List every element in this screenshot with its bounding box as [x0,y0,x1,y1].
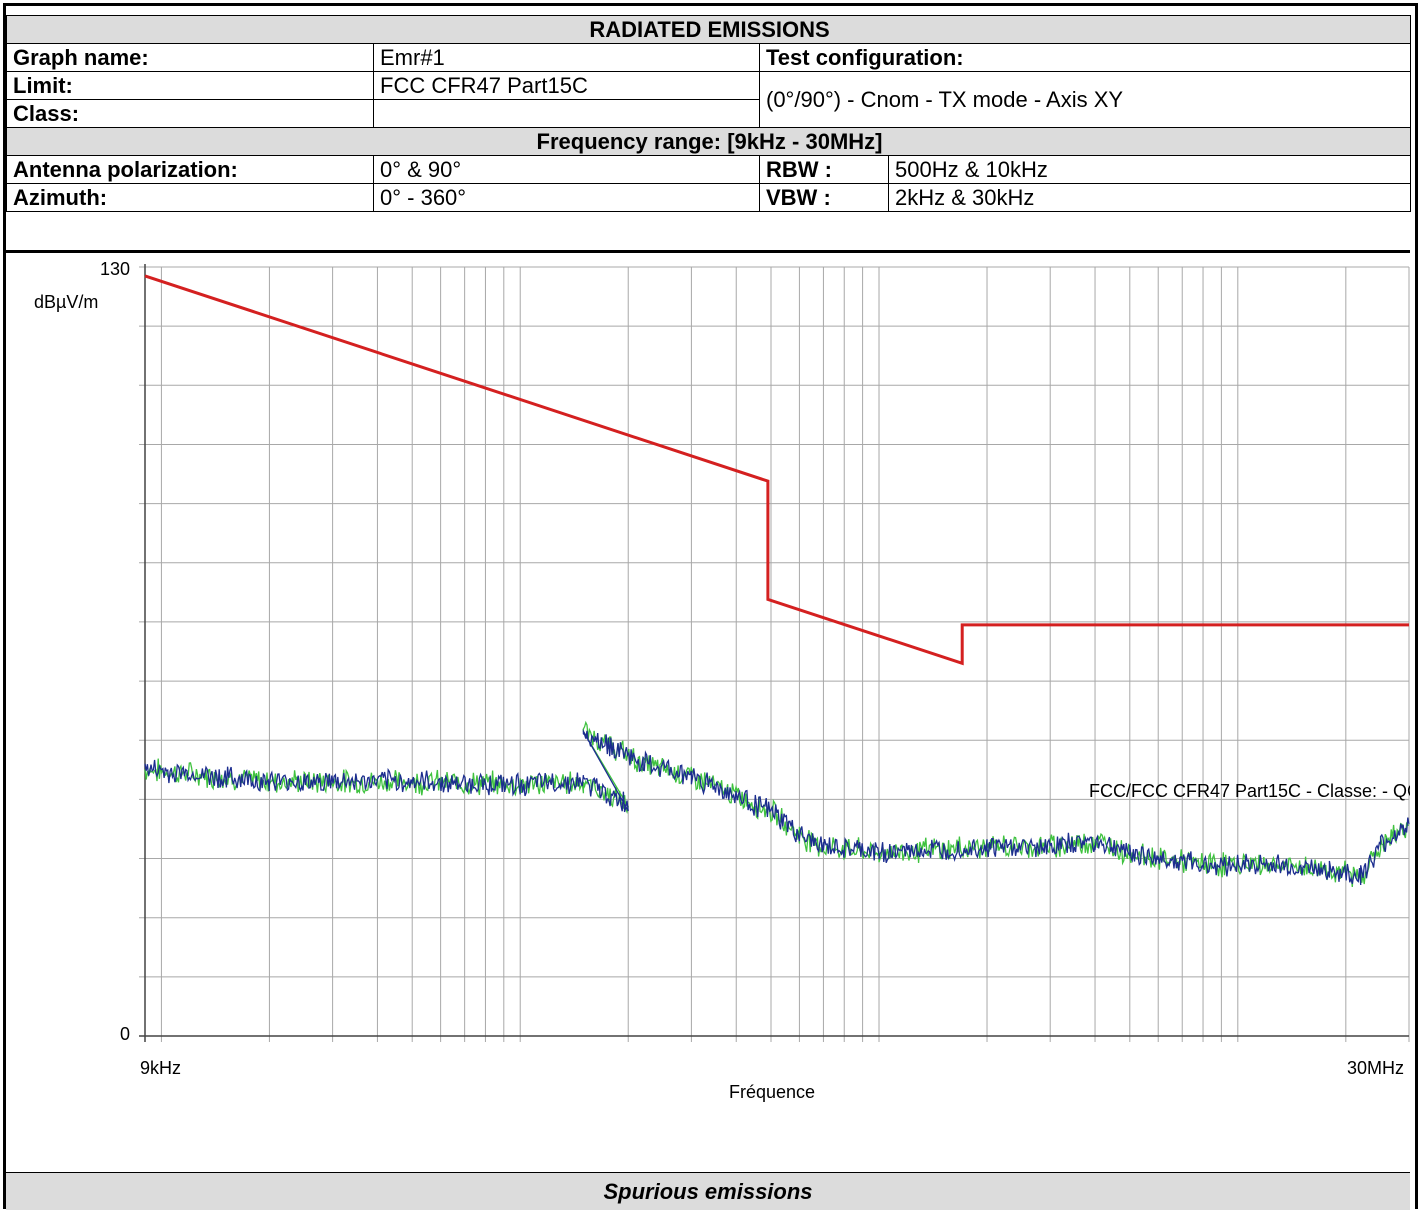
vbw-label: VBW : [759,183,889,212]
antenna-polarization-label: Antenna polarization: [6,155,374,184]
chart-top-divider [6,250,1410,253]
rbw-value: 500Hz & 10kHz [887,155,1412,184]
limit-annotation: FCC/FCC CFR47 Part15C - Classe: - QCrête… [1089,781,1410,801]
graph-name-value: Emr#1 [373,43,760,72]
frequency-range: Frequency range: [9kHz - 30MHz] [5,127,1412,156]
report-frame [3,3,1418,1209]
measured-trace-green [144,720,1410,888]
emissions-chart: 130 dBµV/m 0 9kHz 30MHz Fréquence FCC/FC… [34,259,1410,1102]
measured-trace-blue [144,728,1410,886]
x-tick-label-max: 30MHz [1347,1058,1404,1078]
class-label: Class: [6,99,374,128]
azimuth-value: 0° - 360° [373,183,760,212]
test-info-table: RADIATED EMISSIONS Graph name: Emr#1 Tes… [5,15,1412,212]
antenna-polarization-value: 0° & 90° [373,155,760,184]
vbw-value: 2kHz & 30kHz [887,183,1412,212]
y-tick-label-min: 0 [120,1024,130,1044]
class-value [373,99,760,128]
x-tick-label-min: 9kHz [140,1058,181,1078]
limit-value: FCC CFR47 Part15C [373,71,760,100]
test-config-label: Test configuration: [758,43,1412,72]
graph-name-label: Graph name: [6,43,374,72]
test-config-value: (0°/90°) - Cnom - TX mode - Axis XY [758,71,1412,128]
limit-label: Limit: [6,71,374,100]
report-title: RADIATED EMISSIONS [5,15,1412,44]
x-axis-label: Fréquence [729,1082,815,1102]
limit-line [144,274,1409,666]
chart-grid [139,264,1410,1042]
chart-caption: Spurious emissions [6,1172,1410,1210]
y-unit-label: dBµV/m [34,292,98,312]
y-tick-label-max: 130 [100,259,130,279]
rbw-label: RBW : [759,155,889,184]
azimuth-label: Azimuth: [6,183,374,212]
